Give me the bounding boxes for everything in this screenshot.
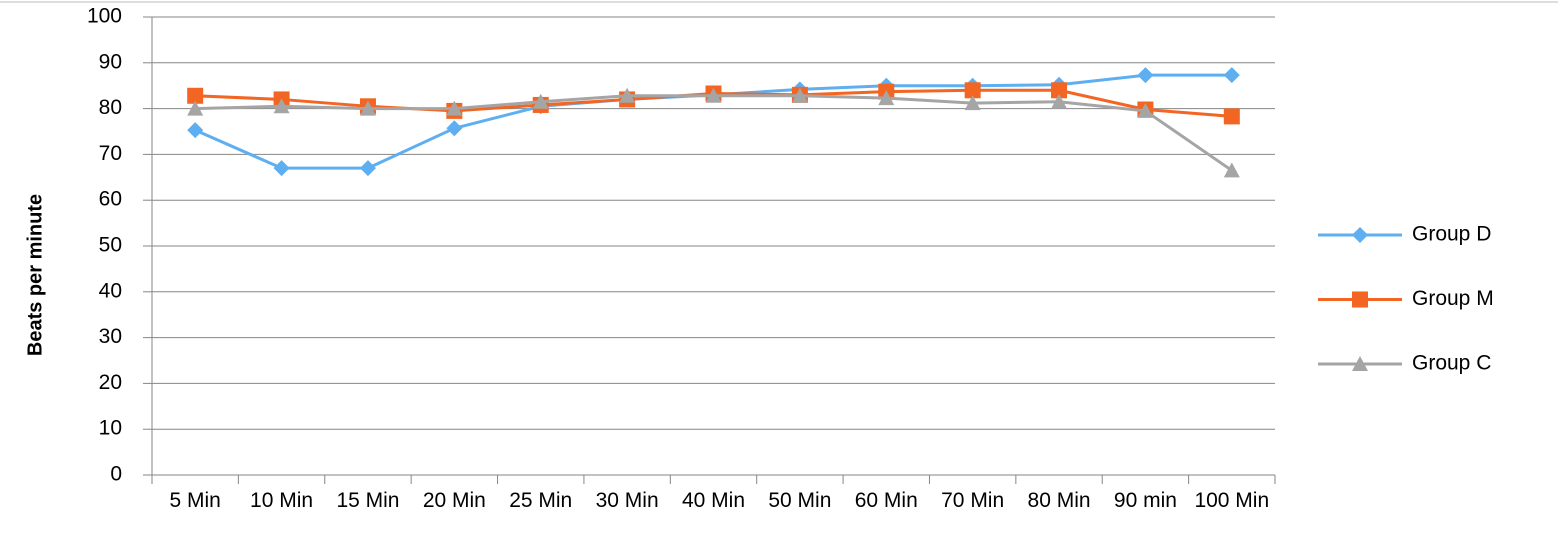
- data-point: [273, 98, 290, 114]
- y-axis-label: Beats per minute: [24, 194, 46, 356]
- x-tick-label: 100 Min: [1194, 489, 1270, 512]
- data-point: [1223, 108, 1240, 125]
- y-tick-label: 0: [110, 463, 122, 486]
- data-point: [273, 160, 290, 177]
- y-tick-label: 80: [99, 96, 122, 119]
- y-tick-label: 40: [99, 279, 122, 302]
- data-point: [187, 87, 204, 104]
- data-point: [705, 87, 722, 103]
- legend-label: Group D: [1412, 223, 1491, 246]
- data-point: [878, 90, 895, 106]
- data-point: [964, 82, 981, 99]
- series-line: [195, 94, 1233, 172]
- data-point: [791, 87, 808, 103]
- x-tick-label: 40 Min: [681, 489, 745, 512]
- data-point: [359, 100, 376, 116]
- data-point: [1051, 93, 1068, 109]
- y-tick-label: 10: [99, 417, 122, 440]
- data-point: [1137, 102, 1154, 118]
- y-tick-label: 30: [99, 325, 122, 348]
- legend-marker: [1352, 291, 1368, 308]
- y-tick-label: 70: [99, 142, 122, 165]
- data-point: [446, 100, 463, 116]
- x-tick-label: 70 Min: [941, 489, 1005, 512]
- data-point: [187, 122, 204, 139]
- data-point: [1051, 82, 1068, 99]
- x-tick-label: 50 Min: [768, 489, 832, 512]
- x-tick-label: 60 Min: [854, 489, 918, 512]
- legend-label: Group C: [1412, 352, 1491, 375]
- legend-marker: [1352, 356, 1368, 371]
- data-point: [187, 100, 204, 116]
- y-tick-label: 50: [99, 234, 122, 257]
- x-tick-label: 25 Min: [509, 489, 573, 512]
- x-tick-label: 5 Min: [169, 489, 221, 512]
- legend-marker: [1352, 227, 1368, 243]
- y-tick-label: 60: [99, 188, 122, 211]
- x-tick-label: 15 Min: [336, 489, 400, 512]
- data-point: [619, 87, 636, 103]
- legend-label: Group M: [1412, 287, 1494, 310]
- data-point: [532, 93, 549, 109]
- x-tick-label: 20 Min: [422, 489, 486, 512]
- y-tick-label: 20: [99, 371, 122, 394]
- data-point: [359, 160, 376, 177]
- x-tick-label: 30 Min: [595, 489, 659, 512]
- y-tick-label: 90: [99, 50, 122, 73]
- data-point: [964, 95, 981, 111]
- y-tick-label: 100: [87, 5, 122, 28]
- x-tick-label: 80 Min: [1027, 489, 1091, 512]
- data-point: [1223, 67, 1240, 84]
- data-point: [1137, 67, 1154, 84]
- data-point: [1223, 162, 1240, 178]
- data-point: [446, 120, 463, 137]
- x-tick-label: 90 min: [1113, 489, 1177, 512]
- x-tick-label: 10 Min: [250, 489, 314, 512]
